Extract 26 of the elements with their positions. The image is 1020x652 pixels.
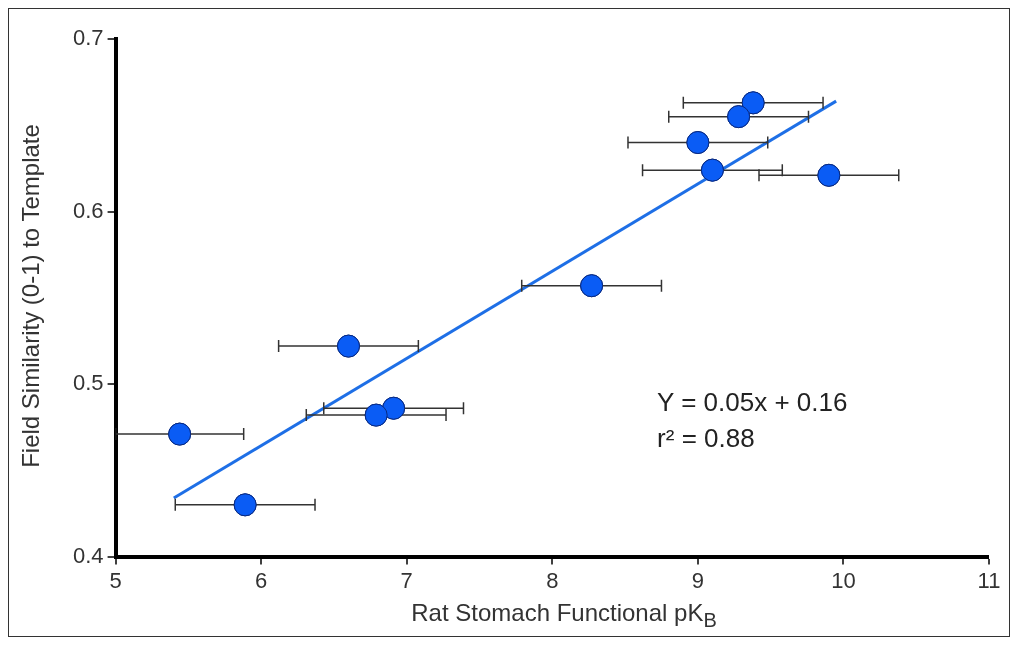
x-tick-label: 10 bbox=[831, 567, 856, 593]
y-tick-label: 0.7 bbox=[72, 25, 104, 51]
x-tick-label: 7 bbox=[400, 567, 413, 593]
y-tick-label: 0.6 bbox=[72, 197, 104, 223]
point bbox=[336, 334, 360, 358]
x-axis-title: Rat Stomach Functional pK$_{B}$ bbox=[410, 599, 718, 633]
y-tick-label: 0.5 bbox=[72, 370, 104, 396]
point bbox=[580, 274, 604, 298]
point bbox=[817, 163, 841, 187]
point bbox=[168, 422, 192, 446]
point bbox=[686, 131, 710, 155]
point bbox=[700, 158, 724, 182]
x-tick-label: 5 bbox=[109, 567, 122, 593]
x-tick-label: 9 bbox=[691, 567, 704, 593]
x-tick-label: 6 bbox=[255, 567, 268, 593]
y-axis-title: Field Similarity (0-1) to Template bbox=[17, 124, 45, 468]
annotation: r² = 0.88 bbox=[657, 423, 755, 454]
point bbox=[382, 396, 406, 420]
point bbox=[741, 91, 765, 115]
point bbox=[364, 403, 388, 427]
annotation: Y = 0.05x + 0.16 bbox=[657, 387, 848, 418]
point bbox=[233, 493, 257, 517]
y-tick-label: 0.4 bbox=[72, 542, 104, 568]
x-tick-label: 11 bbox=[977, 567, 1001, 593]
point bbox=[727, 105, 751, 129]
x-tick-label: 8 bbox=[546, 567, 559, 593]
